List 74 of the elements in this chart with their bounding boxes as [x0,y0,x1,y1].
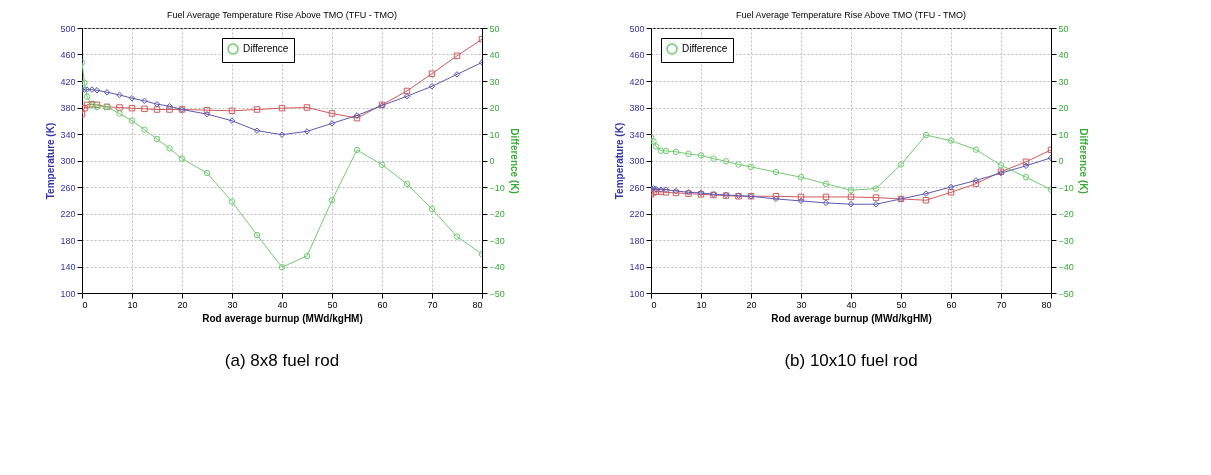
y-tick-label: 500 [60,23,76,34]
x-tick-label: 60 [377,299,388,310]
x-tick-label: 60 [946,299,957,310]
y2-tick-label: −30 [489,235,505,246]
x-tick-label: 10 [127,299,138,310]
y-tick-label: 220 [60,209,76,219]
y2-axis-title: Difference (K) [508,128,520,194]
y2-tick-label: −40 [1058,262,1074,272]
y2-tick-label: 40 [1058,50,1069,60]
y2-tick-label: 20 [1058,103,1069,113]
y-tick-label: 220 [629,209,645,219]
y-tick-label: 260 [60,182,76,193]
y-tick-label: 420 [60,76,76,87]
legend-label: Difference [682,43,728,54]
y2-tick-label: 10 [489,129,500,140]
y-tick-label: 180 [60,235,76,246]
y2-tick-label: 50 [489,23,500,34]
y2-tick-label: 20 [489,103,500,113]
y2-tick-label: 40 [489,50,500,60]
y2-tick-label: −20 [1058,209,1074,219]
y-axis-title: Temperature (K) [614,122,626,200]
y2-tick-label: 10 [1058,129,1069,140]
y-tick-label: 500 [629,23,645,34]
y2-tick-label: 30 [1058,76,1069,87]
x-tick-label: 10 [696,299,707,310]
y2-tick-label: −40 [489,262,505,272]
y2-tick-label: −20 [489,209,505,219]
y-tick-label: 380 [629,103,645,113]
y2-tick-label: −50 [1058,288,1074,299]
y2-tick-label: −10 [1058,182,1074,193]
y2-tick-label: −50 [489,288,505,299]
x-tick-label: 70 [996,299,1007,310]
y-tick-label: 300 [60,156,76,166]
y-tick-label: 300 [629,156,645,166]
y-tick-label: 420 [629,76,645,87]
y2-tick-label: −10 [489,182,505,193]
y-tick-label: 140 [629,262,645,272]
y-tick-label: 260 [629,182,645,193]
x-tick-label: 30 [227,299,238,310]
x-tick-label: 20 [177,299,188,310]
y2-tick-label: 50 [1058,23,1069,34]
y-tick-label: 100 [629,288,645,299]
y-tick-label: 460 [60,50,76,60]
y2-tick-label: 0 [1058,156,1064,166]
x-tick-label: 0 [651,299,657,310]
text: (a) 8x8 fuel rod [224,351,340,370]
y-tick-label: 340 [60,129,76,140]
x-tick-label: 0 [82,299,88,310]
x-tick-label: 40 [846,299,857,310]
y2-axis-title: Difference (K) [1077,128,1089,194]
x-tick-label: 70 [427,299,438,310]
x-tick-label: 40 [277,299,288,310]
x-tick-label: 80 [1041,299,1052,310]
chart-title: Fuel Average Temperature Rise Above TMO (TFU - TMO) [167,10,397,20]
y2-tick-label: 30 [489,76,500,87]
x-tick-label: 20 [746,299,757,310]
y-axis-title: Temperature (K) [45,122,57,200]
text: (b) 10x10 fuel rod [784,351,918,370]
y-tick-label: 380 [60,103,76,113]
x-tick-label: 50 [327,299,338,310]
legend-label: Difference [243,43,289,54]
y2-tick-label: −30 [1058,235,1074,246]
y2-tick-label: 0 [489,156,495,166]
x-tick-label: 80 [472,299,483,310]
y-tick-label: 340 [629,129,645,140]
x-axis-title: Rod average burnup (MWd/kgHM) [202,312,363,324]
y-tick-label: 180 [629,235,645,246]
chart-title: Fuel Average Temperature Rise Above TMO (TFU - TMO) [736,10,966,20]
y-tick-label: 100 [60,288,76,299]
x-axis-title: Rod average burnup (MWd/kgHM) [771,312,932,324]
y-tick-label: 140 [60,262,76,272]
x-tick-label: 50 [896,299,907,310]
x-tick-label: 30 [796,299,807,310]
y-tick-label: 460 [629,50,645,60]
